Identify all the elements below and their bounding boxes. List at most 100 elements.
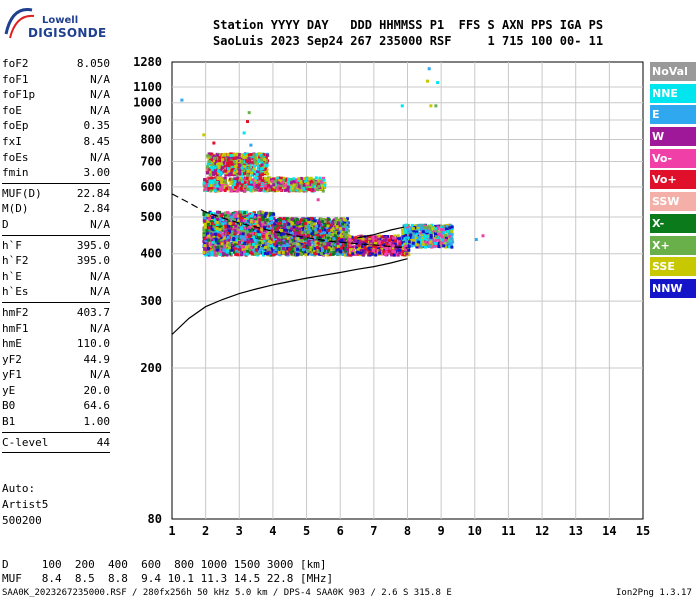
echo-point	[273, 232, 277, 236]
echo-point	[378, 242, 382, 246]
echo-point	[447, 229, 451, 233]
param-value: N/A	[90, 150, 110, 164]
param-value: 0.35	[83, 119, 111, 133]
echo-point	[262, 237, 266, 241]
echo-point	[301, 248, 305, 252]
echo-point	[393, 242, 397, 246]
echo-point	[207, 234, 211, 238]
echo-point	[227, 238, 231, 242]
echo-point	[226, 211, 230, 215]
echo-point	[384, 250, 388, 254]
echo-point	[263, 251, 267, 255]
y-tick-label: 800	[140, 132, 162, 146]
echo-point	[241, 212, 245, 216]
echo-point	[361, 241, 365, 245]
echo-point	[235, 189, 239, 193]
echo-point	[237, 181, 241, 185]
echo-point	[394, 239, 398, 243]
echo-point	[303, 234, 307, 238]
echo-point	[432, 245, 436, 249]
echo-point	[326, 222, 330, 226]
echo-point	[262, 182, 266, 186]
echo-point	[297, 241, 301, 245]
echo-point	[256, 242, 260, 246]
echo-point	[325, 226, 329, 230]
echo-point	[272, 240, 276, 244]
echo-point	[226, 244, 230, 248]
echo-point	[434, 227, 438, 231]
echo-point	[429, 235, 433, 239]
echo-point	[220, 184, 224, 188]
echo-point	[230, 243, 234, 247]
echo-point	[326, 242, 330, 246]
echo-point	[248, 225, 252, 229]
echo-point	[248, 180, 252, 184]
echo-point	[232, 238, 236, 242]
echo-point	[371, 235, 375, 239]
echo-point	[292, 218, 296, 222]
echo-point	[280, 241, 284, 245]
echo-point	[401, 241, 405, 245]
echo-point	[420, 226, 424, 230]
echo-point	[227, 169, 231, 173]
echo-point	[344, 237, 348, 241]
param-name: foF2	[2, 57, 29, 70]
echo-point	[397, 237, 401, 241]
echo-point	[217, 223, 221, 227]
echo-point	[417, 225, 421, 229]
echo-point	[243, 252, 247, 256]
echo-point	[304, 179, 308, 183]
echo-point	[414, 235, 418, 239]
param-row: foE N/A	[2, 103, 110, 119]
echo-point	[276, 233, 280, 237]
echo-point	[296, 239, 300, 243]
echo-point	[314, 231, 318, 235]
echo-point	[264, 156, 268, 160]
echo-point	[443, 241, 447, 245]
echo-point	[243, 184, 247, 188]
echo-point	[209, 184, 213, 188]
echo-point	[321, 228, 325, 232]
echo-point	[253, 217, 257, 221]
echo-point	[263, 248, 267, 252]
echo-point	[394, 253, 398, 257]
echo-point	[358, 251, 362, 255]
echo-point	[355, 250, 359, 254]
echo-point	[327, 238, 331, 242]
echo-point	[315, 252, 319, 256]
echo-point	[209, 220, 213, 224]
echo-point	[326, 253, 330, 257]
echo-point	[216, 239, 220, 243]
echo-point	[390, 247, 394, 251]
echo-point	[215, 229, 219, 233]
echo-point	[384, 238, 388, 242]
echo-point	[266, 252, 270, 256]
echo-point	[239, 219, 243, 223]
echo-point	[339, 227, 343, 231]
echo-point	[335, 225, 339, 229]
echo-point	[235, 227, 239, 231]
echo-point	[234, 252, 238, 256]
param-value: 44.9	[83, 352, 111, 366]
echo-point	[211, 241, 215, 245]
echo-point	[404, 239, 408, 243]
echo-point	[411, 227, 415, 231]
echo-point	[213, 245, 217, 249]
param-value: 8.050	[76, 57, 110, 70]
echo-point	[319, 183, 323, 187]
echo-point	[204, 213, 208, 217]
echo-point	[205, 180, 209, 184]
echo-point	[345, 217, 349, 221]
echo-point	[238, 225, 242, 229]
echo-point	[297, 177, 301, 181]
echo-point	[307, 188, 311, 192]
echo-point	[215, 216, 219, 220]
echo-point	[437, 245, 441, 249]
echo-point	[205, 240, 209, 244]
echo-point	[214, 220, 218, 224]
echo-point	[376, 238, 380, 242]
echo-point	[332, 251, 336, 255]
echo-point	[302, 183, 306, 187]
echo-point	[341, 226, 345, 230]
echo-point	[305, 218, 309, 222]
